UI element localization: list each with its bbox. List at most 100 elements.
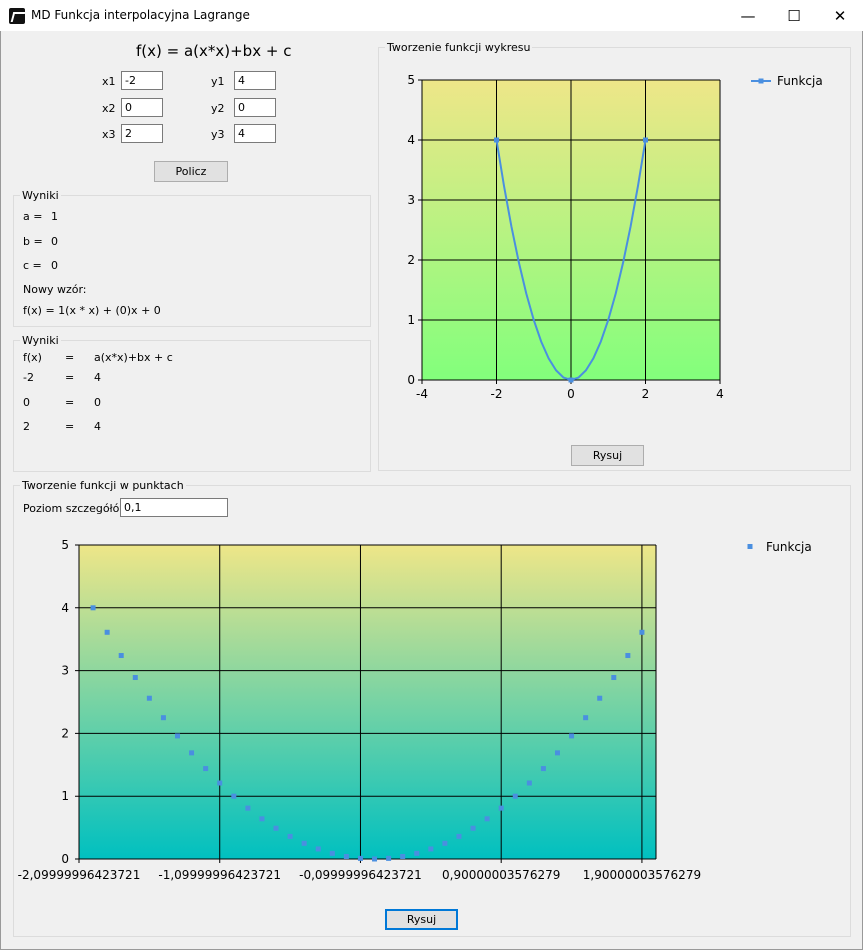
x-tick-label: -4 [416, 387, 428, 401]
calculate-button[interactable]: Policz [154, 161, 228, 182]
c-value: 0 [51, 259, 58, 272]
values-row-y: 4 [94, 420, 101, 433]
results-group-coefficients [13, 195, 371, 327]
y1-input[interactable]: 4 [234, 71, 276, 90]
x-tick-label: -0,09999996423721 [299, 868, 422, 882]
data-point [400, 853, 406, 859]
a-value: 1 [51, 210, 58, 223]
y3-input[interactable]: 4 [234, 124, 276, 143]
x-tick-label: 1,90000003576279 [583, 868, 701, 882]
b-label: b = [23, 235, 43, 248]
a-label: a = [23, 210, 43, 223]
line-chart: -4 -2 0 2 4 0 1 2 3 4 5 Funkcja [407, 73, 822, 401]
values-row-eq: = [65, 420, 75, 433]
data-point [540, 766, 546, 772]
values-header-eq: = [65, 351, 75, 364]
y-tick-label: 2 [61, 726, 69, 740]
data-point [512, 793, 518, 799]
draw-chart-button[interactable]: Rysuj [571, 445, 644, 466]
y-tick-label: 4 [61, 601, 69, 615]
y-tick-label: 0 [407, 373, 415, 387]
app-logo-icon [9, 8, 25, 24]
new-formula-value: f(x) = 1(x * x) + (0)x + 0 [23, 304, 161, 317]
c-label: c = [23, 259, 42, 272]
data-point [259, 816, 265, 822]
data-point [315, 846, 321, 852]
data-point [456, 833, 462, 839]
x-tick-label: 0,90000003576279 [442, 868, 560, 882]
values-row-eq: = [65, 371, 75, 384]
data-point [414, 850, 420, 856]
b-value: 0 [51, 235, 58, 248]
window-title: MD Funkcja interpolacyjna Lagrange [31, 8, 250, 22]
close-button[interactable]: ✕ [833, 6, 847, 25]
y-tick-label: 2 [407, 253, 415, 267]
minimize-button[interactable]: — [740, 6, 756, 25]
x-tick-label: 4 [716, 387, 724, 401]
data-point [470, 825, 476, 831]
x1-input[interactable]: -2 [121, 71, 163, 90]
data-point [428, 846, 434, 852]
data-point [611, 675, 617, 681]
data-point [287, 833, 293, 839]
values-row-y: 4 [94, 371, 101, 384]
scatter-chart: -2,09999996423721 -1,09999996423721 -0,099… [18, 538, 812, 882]
values-row-x: 2 [23, 420, 30, 433]
y-tick-label: 1 [61, 789, 69, 803]
draw-points-button[interactable]: Rysuj [385, 909, 458, 930]
detail-level-input[interactable]: 0,1 [120, 498, 228, 517]
data-point [217, 780, 223, 786]
data-point [189, 750, 195, 756]
x2-label: x2 [102, 102, 116, 115]
data-point [568, 377, 574, 383]
new-formula-label: Nowy wzór: [23, 283, 87, 296]
values-row-x: 0 [23, 396, 30, 409]
data-point [329, 850, 335, 856]
y2-input[interactable]: 0 [234, 98, 276, 117]
data-point [301, 840, 307, 846]
y-tick-label: 4 [407, 133, 415, 147]
data-point [231, 793, 237, 799]
x3-input[interactable]: 2 [121, 124, 163, 143]
y-tick-label: 0 [61, 852, 69, 866]
data-point [494, 137, 499, 143]
results-group-values [13, 340, 371, 472]
data-point [203, 766, 209, 772]
x-tick-label: 2 [642, 387, 650, 401]
chart-group [378, 47, 851, 471]
data-point [442, 840, 448, 846]
y-tick-label: 1 [407, 313, 415, 327]
points-group-title: Tworzenie funkcji w punktach [20, 479, 186, 492]
data-point [160, 715, 166, 721]
data-point [90, 605, 96, 611]
y-tick-label: 3 [407, 193, 415, 207]
legend-label: Funkcja [766, 540, 812, 554]
data-point [273, 825, 279, 831]
data-point [526, 780, 532, 786]
x2-input[interactable]: 0 [121, 98, 163, 117]
values-header-x: f(x) [23, 351, 42, 364]
data-point [245, 805, 251, 811]
results-group-title: Wyniki [20, 189, 61, 202]
detail-level-label: Poziom szczegółów [23, 502, 129, 515]
data-point [357, 855, 363, 861]
results-values-title: Wyniki [20, 334, 61, 347]
data-point [583, 715, 589, 721]
data-point [372, 856, 378, 862]
points-group [13, 485, 851, 937]
maximize-button[interactable]: ☐ [787, 6, 801, 25]
x1-label: x1 [102, 75, 116, 88]
x-tick-label: -2 [491, 387, 503, 401]
values-row-eq: = [65, 396, 75, 409]
data-point [639, 629, 645, 635]
x-tick-label: -1,09999996423721 [158, 868, 281, 882]
y-tick-label: 5 [61, 538, 69, 552]
data-point [118, 653, 124, 659]
formula-label: f(x) = a(x*x)+bx + c [136, 42, 292, 60]
values-row-y: 0 [94, 396, 101, 409]
data-point [343, 853, 349, 859]
values-header-expr: a(x*x)+bx + c [94, 351, 173, 364]
y3-label: y3 [211, 128, 225, 141]
data-point [484, 816, 490, 822]
y-tick-label: 5 [407, 73, 415, 87]
